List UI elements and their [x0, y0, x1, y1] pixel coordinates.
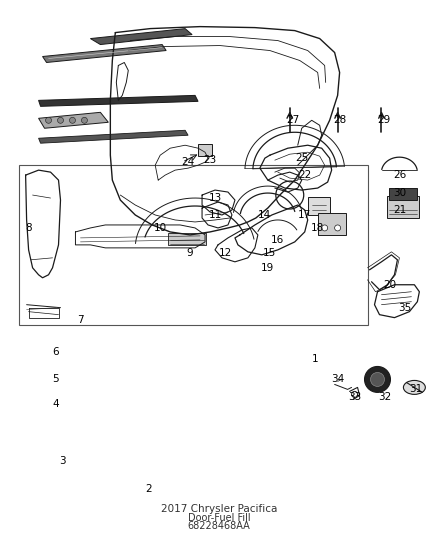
Text: 24: 24 [181, 157, 195, 167]
Text: 29: 29 [377, 115, 390, 125]
Circle shape [81, 117, 88, 123]
Text: 32: 32 [378, 392, 391, 402]
Text: 34: 34 [331, 375, 344, 384]
Text: 10: 10 [154, 223, 167, 233]
Polygon shape [39, 95, 198, 107]
Text: 33: 33 [348, 392, 361, 402]
Text: 11: 11 [208, 210, 222, 220]
Circle shape [70, 117, 75, 123]
Text: 19: 19 [261, 263, 275, 273]
Polygon shape [39, 130, 188, 143]
Text: 6: 6 [52, 346, 59, 357]
Circle shape [371, 373, 385, 386]
Text: 1: 1 [311, 354, 318, 365]
Text: 26: 26 [393, 170, 406, 180]
Text: 8: 8 [25, 223, 32, 233]
Text: 35: 35 [398, 303, 411, 313]
Polygon shape [39, 112, 108, 128]
Bar [318, 213, 346, 235]
Text: 23: 23 [203, 155, 217, 165]
Bar [19, 165, 367, 325]
Text: 22: 22 [298, 170, 311, 180]
Text: 4: 4 [52, 399, 59, 409]
Ellipse shape [403, 381, 425, 394]
Bar [308, 197, 330, 215]
Text: 3: 3 [59, 456, 66, 466]
Text: 13: 13 [208, 193, 222, 203]
Text: 28: 28 [333, 115, 346, 125]
Text: 12: 12 [219, 248, 232, 258]
Text: 2: 2 [145, 484, 152, 494]
Text: 9: 9 [187, 248, 194, 258]
Circle shape [57, 117, 64, 123]
Text: 27: 27 [286, 115, 300, 125]
Text: 31: 31 [409, 384, 422, 394]
Text: 25: 25 [295, 153, 308, 163]
Circle shape [364, 367, 390, 392]
Text: 2017 Chrysler Pacifica: 2017 Chrysler Pacifica [161, 504, 277, 514]
Text: 18: 18 [311, 223, 324, 233]
Bar [198, 144, 212, 156]
Bar [168, 233, 206, 245]
Text: 14: 14 [258, 210, 272, 220]
Text: 30: 30 [393, 188, 406, 198]
Bar [388, 196, 419, 218]
Polygon shape [90, 29, 192, 45]
Text: 21: 21 [393, 205, 406, 215]
Circle shape [335, 225, 341, 231]
Bar [389, 188, 417, 200]
Text: 68228468AA: 68228468AA [187, 521, 251, 531]
Text: 16: 16 [271, 235, 284, 245]
Circle shape [321, 225, 328, 231]
Circle shape [46, 117, 52, 123]
Text: 7: 7 [77, 314, 84, 325]
Text: 17: 17 [298, 210, 311, 220]
Text: Door-Fuel Fill: Door-Fuel Fill [188, 513, 250, 523]
Polygon shape [42, 45, 166, 62]
Text: 15: 15 [263, 248, 276, 258]
Text: 20: 20 [383, 280, 396, 290]
Text: 5: 5 [52, 375, 59, 384]
